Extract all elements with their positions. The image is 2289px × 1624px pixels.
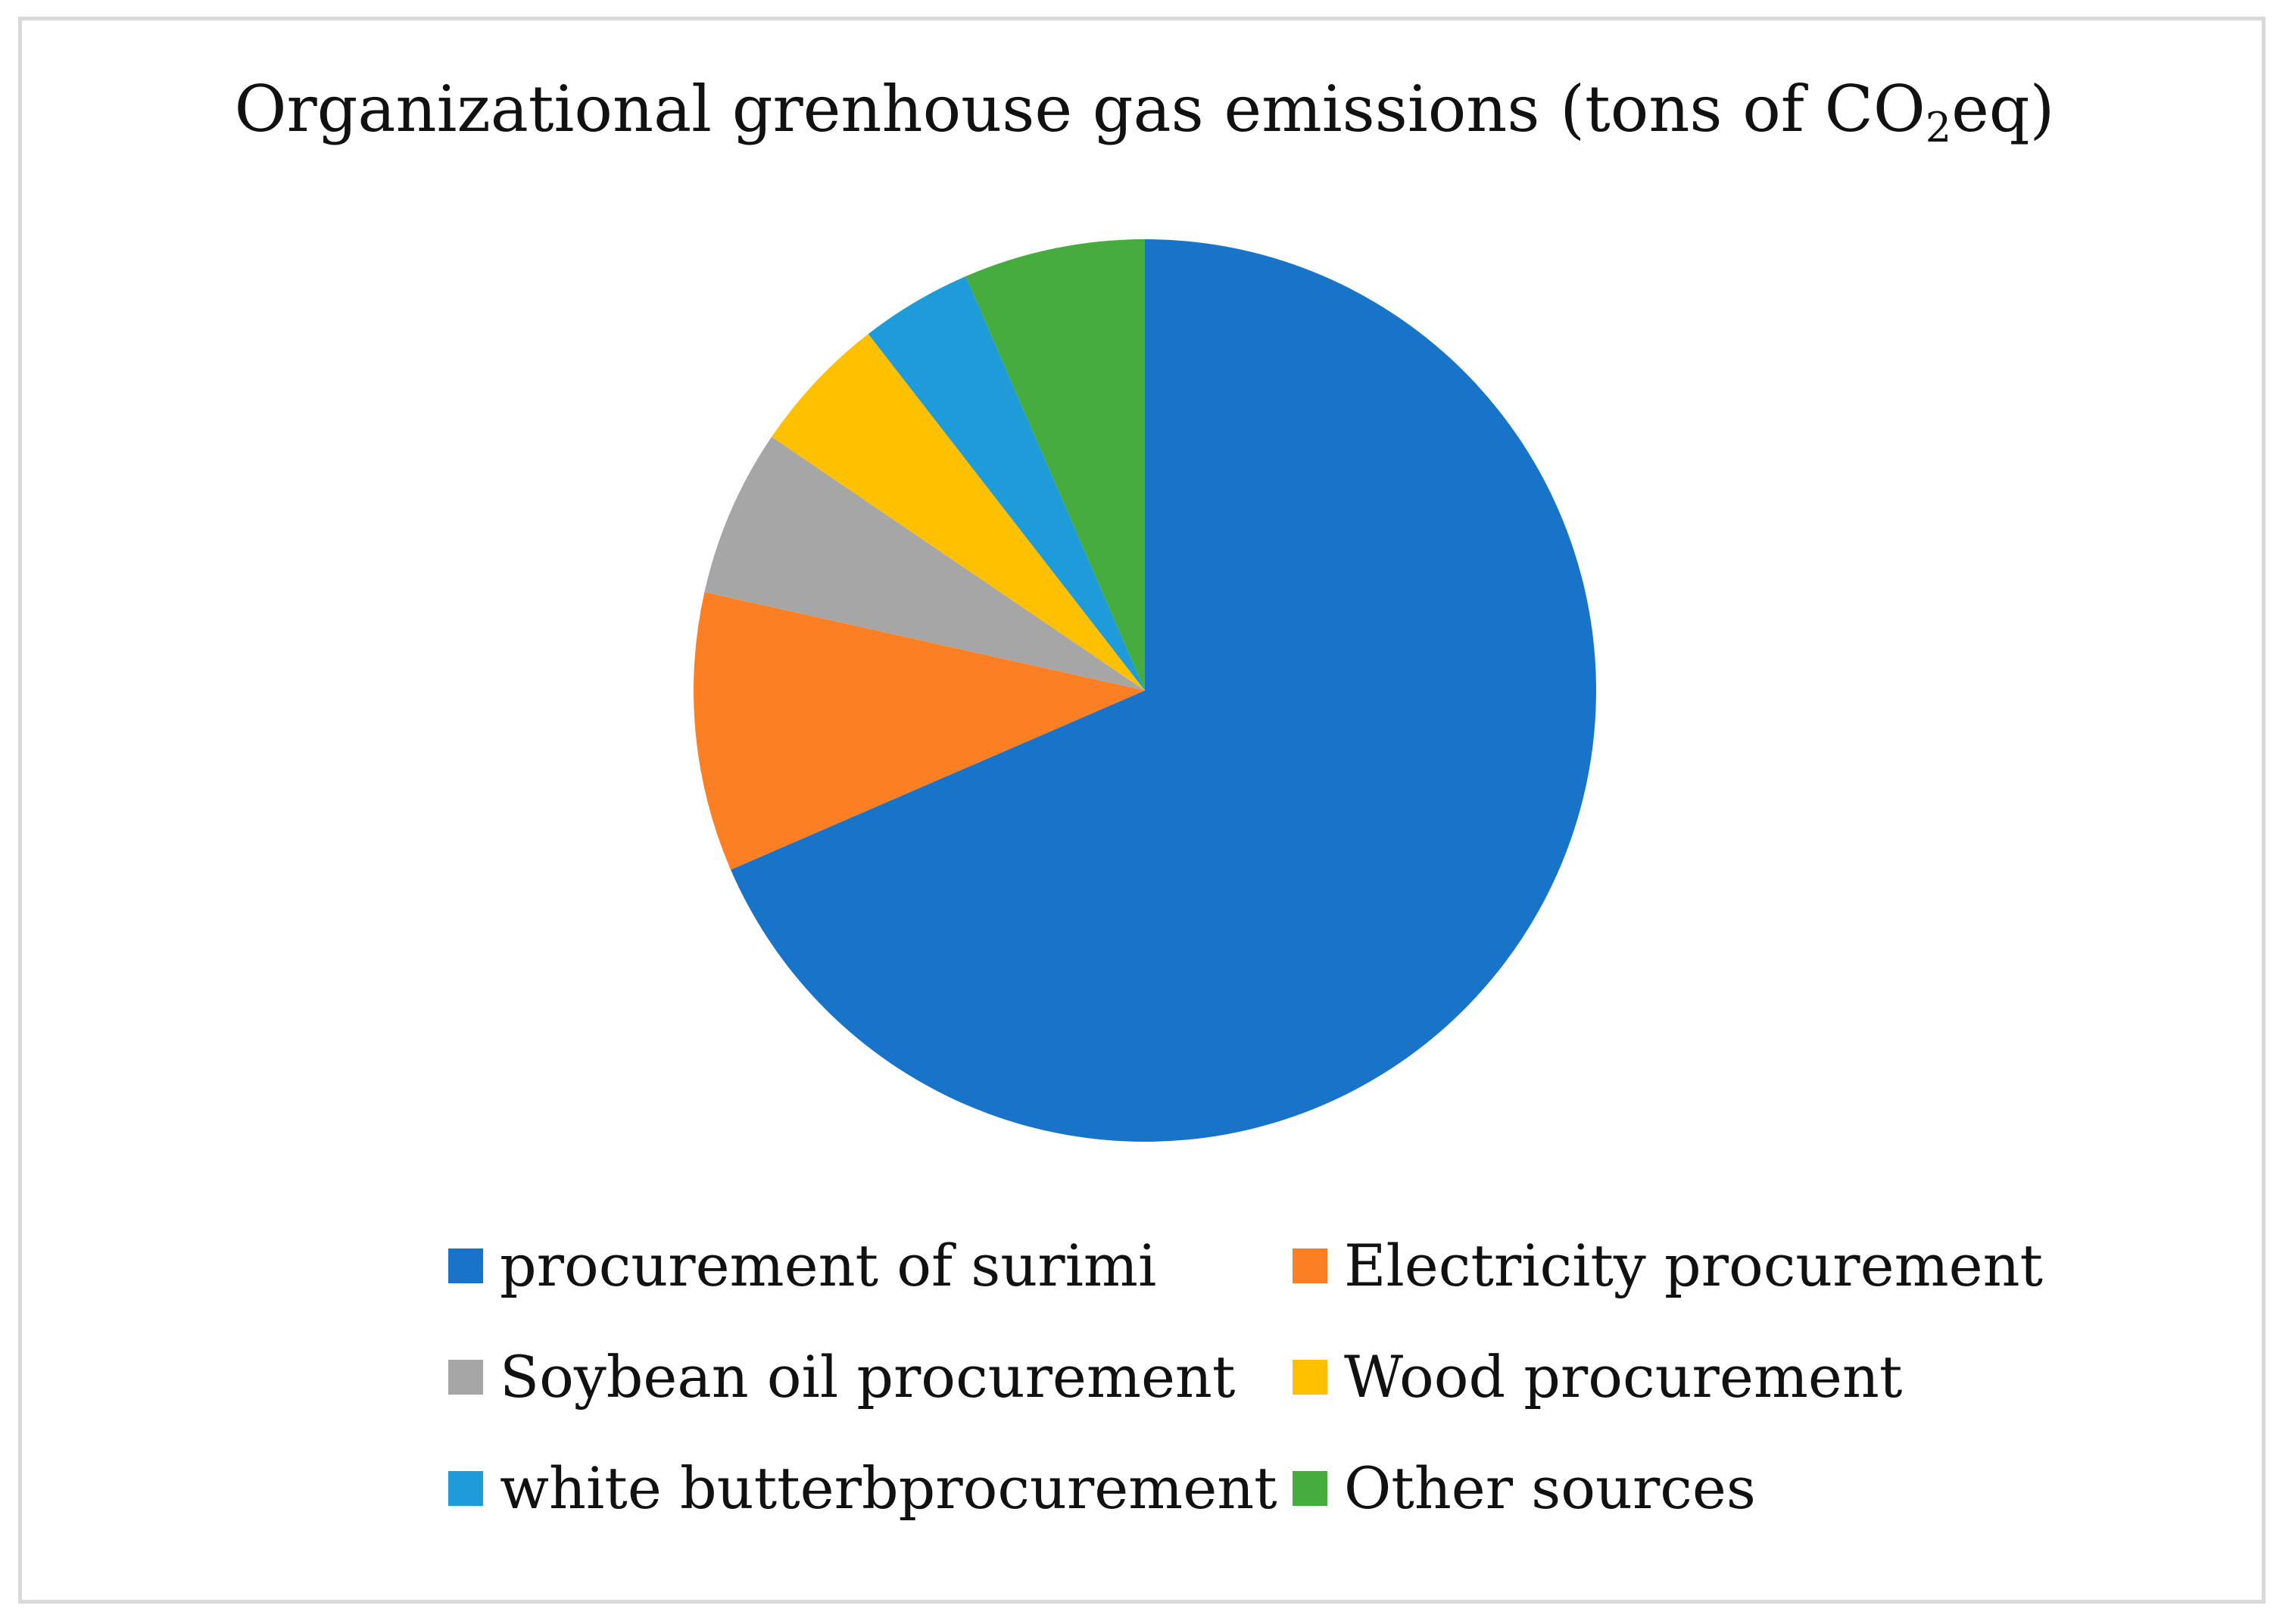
legend-item-1: Electricity procurement [1293, 1228, 2043, 1304]
legend-swatch-3 [1293, 1360, 1327, 1395]
pie-slices [694, 239, 1596, 1142]
legend-label-2: Soybean oil procurement [500, 1343, 1236, 1410]
pie-slice-5 [965, 239, 1145, 690]
legend-item-4: white butterbprocurement [448, 1451, 1277, 1526]
legend-swatch-5 [1293, 1471, 1327, 1506]
chart-title-subscript: 2 [1925, 104, 1952, 151]
legend-item-0: procurement of surimi [448, 1228, 1156, 1304]
legend-item-3: Wood procurement [1293, 1339, 1902, 1415]
legend-swatch-0 [448, 1248, 483, 1283]
legend-label-3: Wood procurement [1344, 1343, 1903, 1410]
pie-slice-0 [731, 239, 1596, 1142]
pie-slice-2 [704, 436, 1145, 690]
chart-title-main: Organizational grenhouse gas emissions (… [234, 72, 1926, 146]
chart-title-suffix: eq) [1951, 72, 2055, 146]
legend-item-2: Soybean oil procurement [448, 1339, 1235, 1415]
legend-swatch-4 [448, 1471, 483, 1506]
legend-swatch-1 [1293, 1248, 1327, 1283]
chart-title: Organizational grenhouse gas emissions (… [0, 72, 2289, 151]
pie-slice-4 [868, 276, 1145, 690]
legend-label-0: procurement of surimi [500, 1232, 1157, 1299]
pie-slice-3 [772, 334, 1145, 690]
legend-label-1: Electricity procurement [1344, 1232, 2044, 1299]
legend: procurement of surimi Electricity procure… [448, 1228, 2114, 1569]
legend-item-5: Other sources [1293, 1451, 1756, 1526]
pie-slice-1 [694, 591, 1145, 870]
legend-swatch-2 [448, 1360, 483, 1395]
legend-label-5: Other sources [1344, 1454, 1756, 1522]
legend-label-4: white butterbprocurement [500, 1454, 1277, 1522]
